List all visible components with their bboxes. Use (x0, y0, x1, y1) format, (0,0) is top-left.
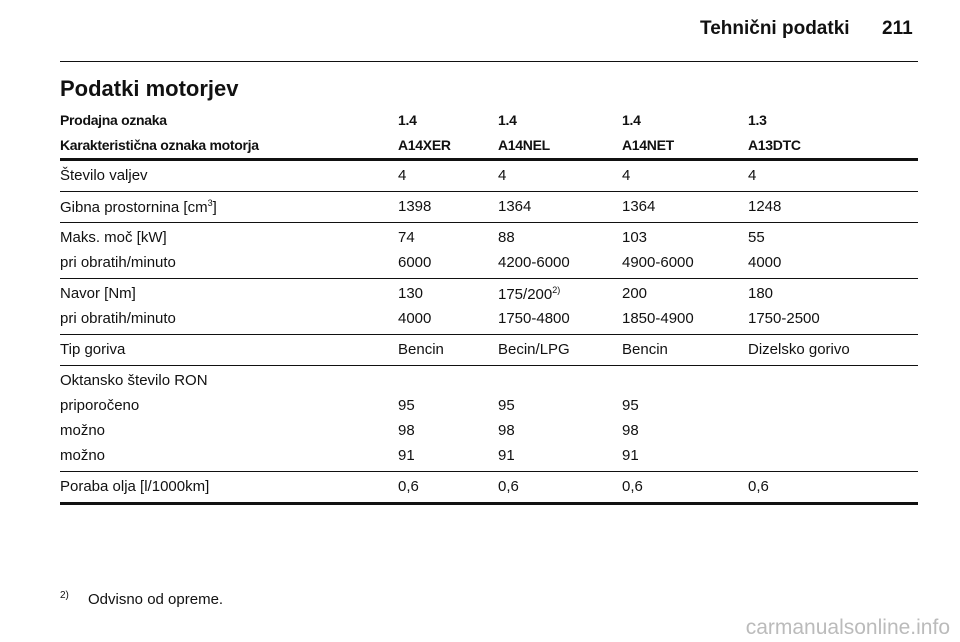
cell: 1364 (622, 198, 656, 215)
cell: 6000 (398, 254, 432, 271)
table-row: pri obratih/minuto 6000 4200-6000 4900-6000… (60, 250, 918, 275)
cell: Karakteristična oznaka motorja (60, 137, 259, 153)
cell: možno (60, 447, 106, 464)
cell: Bencin (622, 341, 668, 358)
cell: 91 (622, 447, 639, 464)
page-number: 211 (882, 18, 913, 39)
superscript: 2) (552, 285, 561, 295)
page-title: Podatki motorjev (60, 76, 239, 101)
cell: 4 (398, 167, 407, 184)
cell: 1.4 (498, 112, 517, 128)
cell: 1398 (398, 198, 432, 215)
cell: pri obratih/minuto (60, 254, 176, 271)
cell: 4900-6000 (622, 254, 694, 271)
cell: 98 (398, 422, 415, 439)
cell: 0,6 (398, 478, 419, 495)
cell: 91 (498, 447, 515, 464)
table-row: Število valjev 4 4 4 4 (60, 163, 918, 188)
cell: 4 (622, 167, 631, 184)
cell: 103 (622, 229, 648, 246)
cell: 1.4 (622, 112, 641, 128)
cell: 98 (622, 422, 639, 439)
cell: 88 (498, 229, 515, 246)
cell: A13DTC (748, 137, 801, 153)
cell: 180 (748, 285, 774, 302)
cell: 1850-4900 (622, 310, 694, 327)
table-row: Oktansko število RON (60, 368, 918, 393)
row-group: Gibna prostornina [cm3] 1398 1364 1364 1248 (60, 192, 918, 223)
row-group: Navor [Nm] 130 175/2002) 200 180 pri obratih/… (60, 279, 918, 335)
cell: Gibna prostornina [cm3] (60, 198, 217, 216)
row-group: Maks. moč [kW] 74 88 103 55 pri obratih/minut… (60, 223, 918, 279)
cell: 1.4 (398, 112, 417, 128)
cell: 1750-4800 (498, 310, 570, 327)
cell-text: Gibna prostornina [cm (60, 199, 208, 216)
watermark: carmanualsonline.info (745, 616, 950, 639)
cell: 4 (748, 167, 757, 184)
table-row: Maks. moč [kW] 74 88 103 55 (60, 225, 918, 250)
table-row: Gibna prostornina [cm3] 1398 1364 1364 1248 (60, 194, 918, 219)
cell: 98 (498, 422, 515, 439)
cell: 4000 (398, 310, 432, 327)
cell: možno (60, 422, 106, 439)
table-row: Poraba olja [l/1000km] 0,6 0,6 0,6 0,6 (60, 474, 918, 499)
cell: Maks. moč [kW] (60, 229, 167, 246)
cell: pri obratih/minuto (60, 310, 176, 327)
row-group: Oktansko število RON priporočeno 95 95 95 mož… (60, 366, 918, 472)
cell: Poraba olja [l/1000km] (60, 478, 210, 495)
cell: Število valjev (60, 167, 148, 184)
cell: 200 (622, 285, 648, 302)
cell: 1750-2500 (748, 310, 820, 327)
row-group: Število valjev 4 4 4 4 (60, 161, 918, 192)
cell: 1.3 (748, 112, 767, 128)
header-rule (60, 61, 918, 62)
table-row: pri obratih/minuto 4000 1750-4800 1850-4900… (60, 306, 918, 331)
cell: 4200-6000 (498, 254, 570, 271)
table-row: Navor [Nm] 130 175/2002) 200 180 (60, 281, 918, 306)
cell: 1248 (748, 198, 782, 215)
cell: A14NEL (498, 137, 550, 153)
cell: 1364 (498, 198, 532, 215)
cell: 91 (398, 447, 415, 464)
cell-text: ] (212, 199, 217, 216)
cell: 74 (398, 229, 415, 246)
table-row: priporočeno 95 95 95 (60, 393, 918, 418)
cell: 0,6 (498, 478, 519, 495)
cell: 4 (498, 167, 507, 184)
table: Prodajna oznaka 1.4 1.4 1.4 1.3 Karakteristič… (60, 108, 918, 505)
footnote-mark: 2) (60, 590, 69, 601)
cell: 95 (622, 397, 639, 414)
table-header: Prodajna oznaka 1.4 1.4 1.4 1.3 Karakteristič… (60, 108, 918, 161)
cell: 130 (398, 285, 424, 302)
cell: Dizelsko gorivo (748, 341, 850, 358)
table-row: možno 98 98 98 (60, 418, 918, 443)
header-row: Karakteristična oznaka motorja A14XER A14N… (60, 133, 918, 158)
cell: Becin/LPG (498, 341, 570, 358)
cell: Tip goriva (60, 341, 126, 358)
cell: Navor [Nm] (60, 285, 136, 302)
table-row: Tip goriva Bencin Becin/LPG Bencin Dizelsko … (60, 337, 918, 362)
cell: A14XER (398, 137, 451, 153)
table-row: možno 91 91 91 (60, 443, 918, 468)
cell: Oktansko število RON (60, 372, 208, 389)
cell: 4000 (748, 254, 782, 271)
cell: Prodajna oznaka (60, 112, 167, 128)
row-group: Tip goriva Bencin Becin/LPG Bencin Dizelsko … (60, 335, 918, 366)
cell: 55 (748, 229, 765, 246)
cell: 0,6 (622, 478, 643, 495)
footnote: Odvisno od opreme. (88, 591, 224, 608)
cell: Bencin (398, 341, 444, 358)
row-group: Poraba olja [l/1000km] 0,6 0,6 0,6 0,6 (60, 472, 918, 505)
cell: 95 (498, 397, 515, 414)
superscript: 3 (207, 198, 213, 208)
cell: A14NET (622, 137, 674, 153)
cell: priporočeno (60, 397, 140, 414)
cell: 95 (398, 397, 415, 414)
cell: 175/2002) (498, 285, 560, 303)
header-row: Prodajna oznaka 1.4 1.4 1.4 1.3 (60, 108, 918, 133)
cell: 0,6 (748, 478, 769, 495)
cell-text: 175/200 (498, 286, 553, 303)
section-title: Tehnični podatki (700, 18, 850, 39)
